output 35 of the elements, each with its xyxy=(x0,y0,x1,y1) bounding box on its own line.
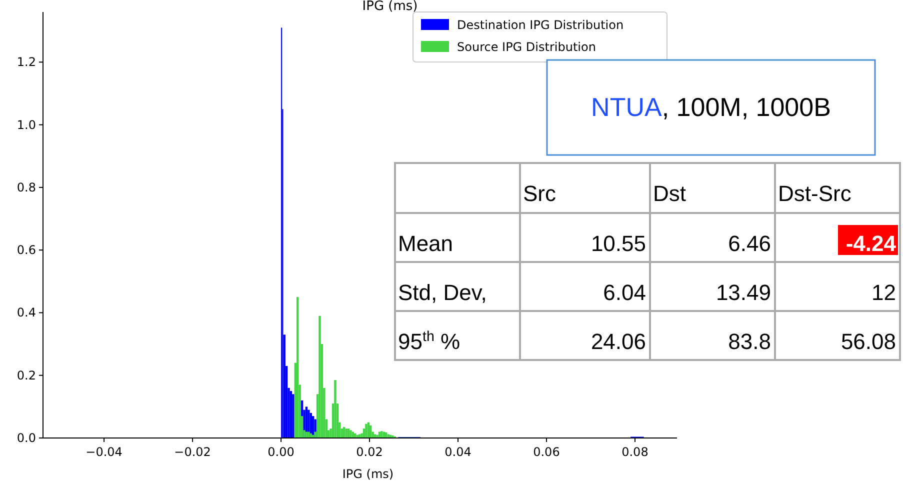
y-tick-label: 0.4 xyxy=(16,306,36,320)
legend-label: Source IPG Distribution xyxy=(457,40,596,54)
text: 6.46 xyxy=(728,231,771,256)
text: Dst-Src xyxy=(778,181,852,206)
annotation: Mean xyxy=(398,231,454,256)
x-tick-label: −0.04 xyxy=(86,445,122,459)
annotation: 24.06 xyxy=(590,329,646,354)
x-tick-label: 0.04 xyxy=(444,445,472,459)
text: 12 xyxy=(872,280,896,305)
y-tick-label: 0.6 xyxy=(16,243,36,258)
annotation: NTUA, 100M, 1000B xyxy=(591,92,831,122)
text: -4.24 xyxy=(846,231,896,256)
chart-title: IPG (ms) xyxy=(362,0,418,14)
x-tick-label: 0.06 xyxy=(533,445,560,459)
annotation: 10.55 xyxy=(590,231,646,256)
x-tick-label: −0.02 xyxy=(174,445,211,459)
x-axis-title: IPG (ms) xyxy=(342,467,394,481)
annotation: Dst xyxy=(653,181,686,206)
x-tick-label: 0.02 xyxy=(356,445,383,459)
y-tick-label: 1.2 xyxy=(16,55,36,70)
y-tick-label: 0.8 xyxy=(16,180,36,194)
text-box: NTUA, 100M, 1000B xyxy=(546,59,876,156)
y-tick-label: 0.2 xyxy=(16,368,36,382)
annotation: 6.04 xyxy=(603,280,646,305)
x-tick-label: 0.00 xyxy=(268,445,294,459)
text: 83.8 xyxy=(728,329,771,354)
x-tick-label: 0.08 xyxy=(622,445,648,459)
y-tick-label: 1.0 xyxy=(16,118,36,132)
text: 13.49 xyxy=(716,280,771,305)
text: 56.08 xyxy=(840,329,896,354)
y-tick-label: 0.0 xyxy=(16,431,36,445)
annotation: Std, Dev, xyxy=(398,280,487,305)
legend-label: Destination IPG Distribution xyxy=(457,18,624,32)
annotation: Src xyxy=(523,181,556,206)
annotation: 95$^{th}$ % xyxy=(398,329,460,354)
